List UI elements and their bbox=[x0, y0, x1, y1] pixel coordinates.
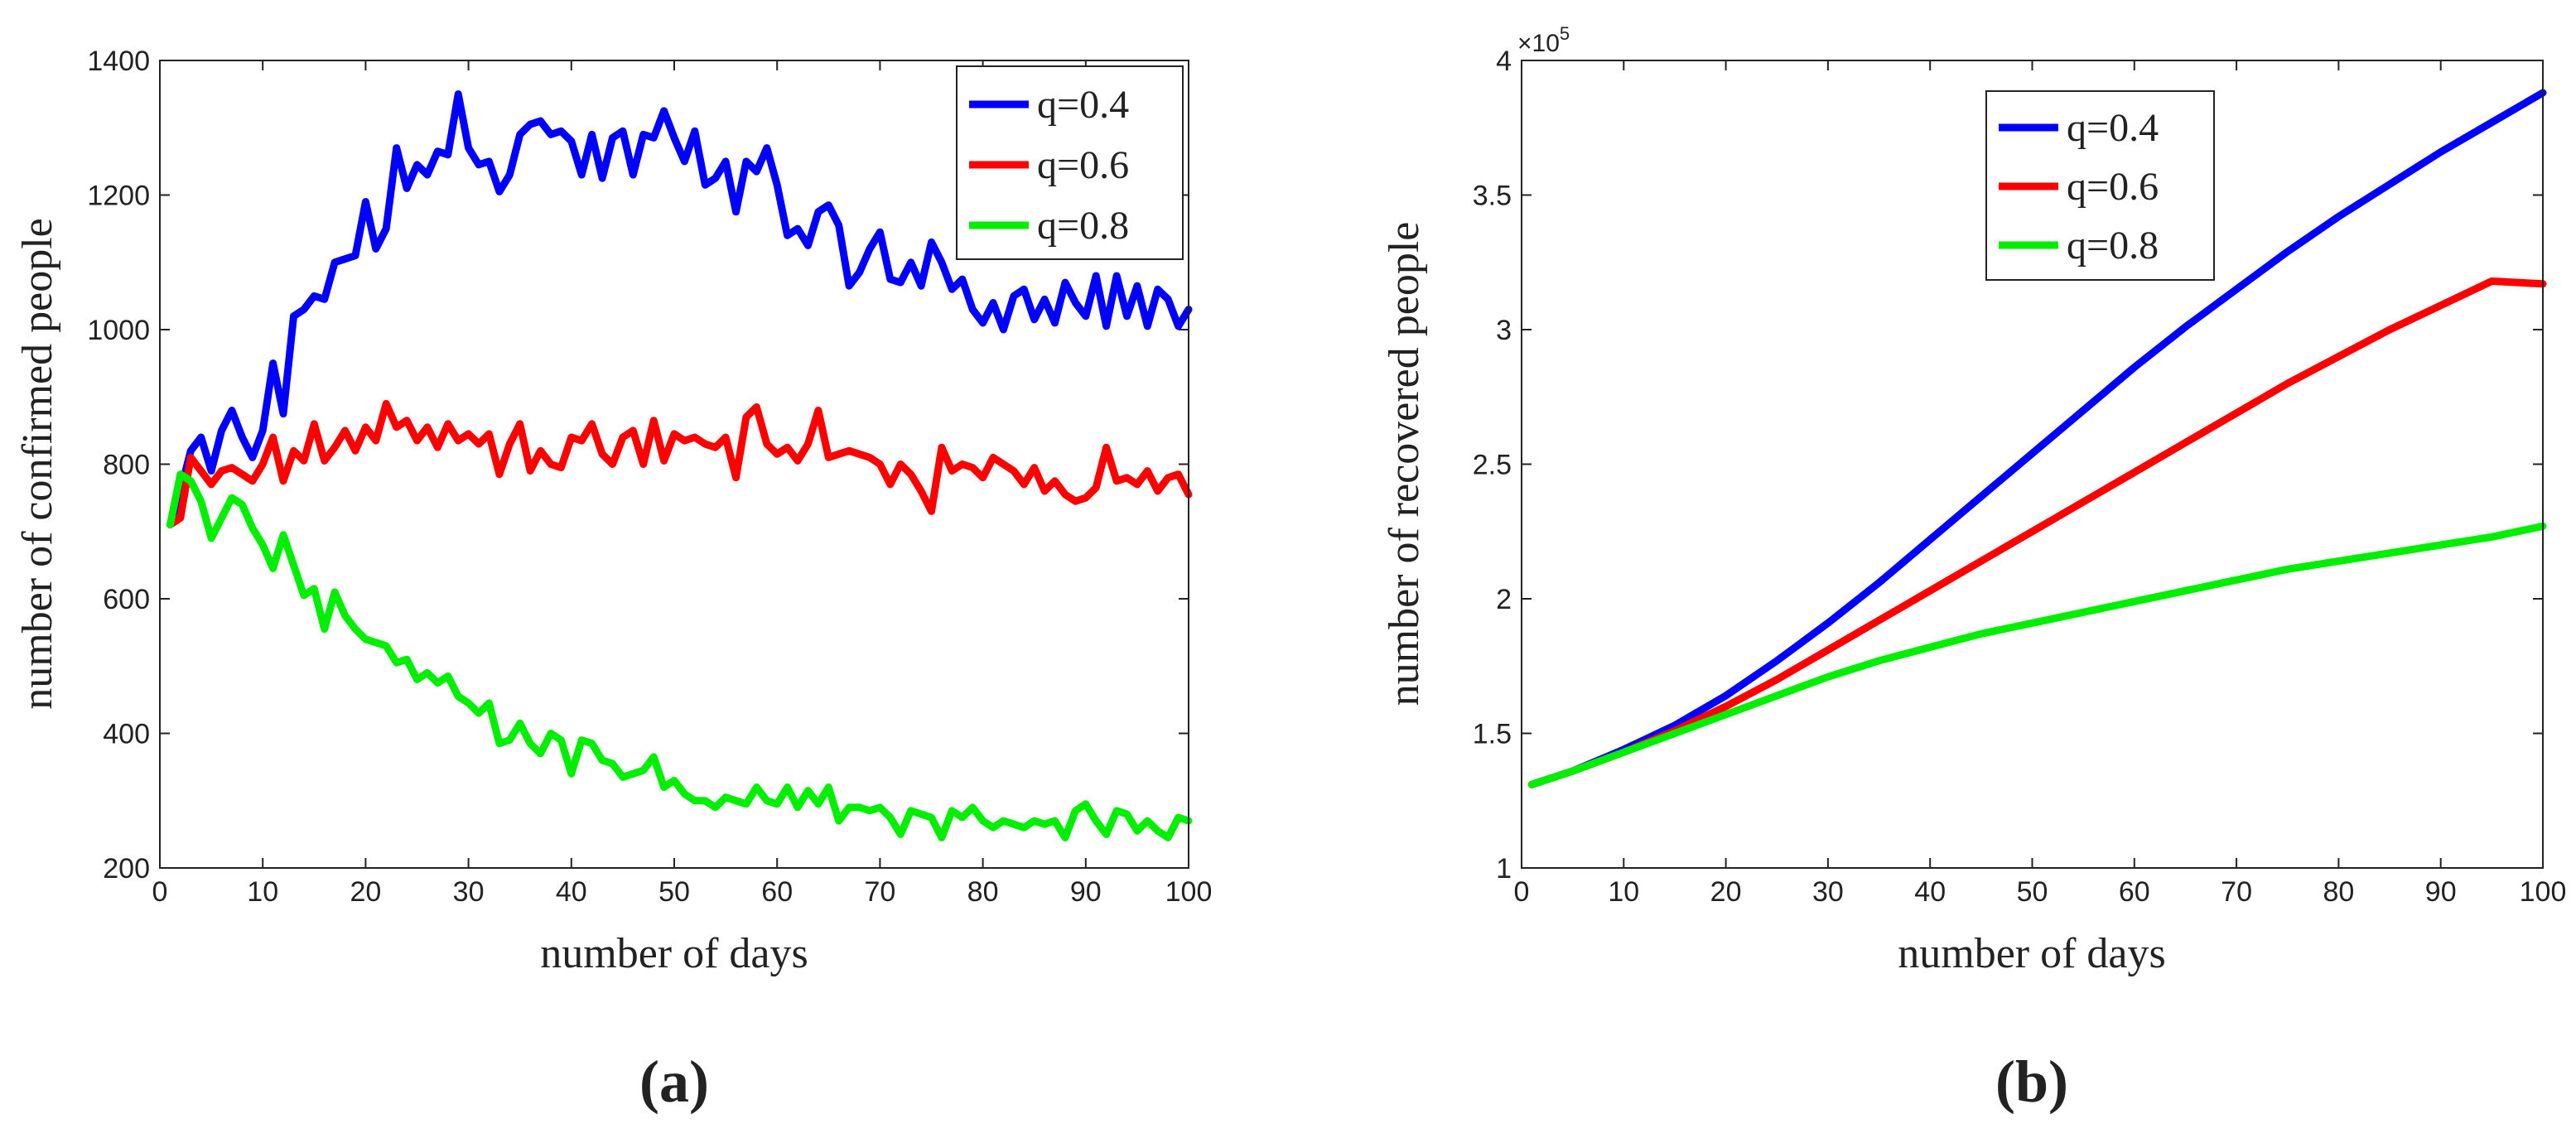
chart-b-ylabel: number of recovered people bbox=[1381, 222, 1428, 706]
chart-a-xtick-label: 70 bbox=[864, 876, 895, 908]
chart-a-legend: q=0.4 q=0.6 q=0.8 bbox=[956, 65, 1184, 260]
chart-b-xlabel: number of days bbox=[1898, 930, 2165, 977]
chart-a-xtick-label: 30 bbox=[453, 876, 485, 908]
chart-a-xtick-label: 40 bbox=[556, 876, 587, 908]
chart-a-panel-label: (a) bbox=[639, 1048, 709, 1115]
chart-a-ytick-label: 1200 bbox=[87, 181, 150, 212]
chart-a-ytick-label: 400 bbox=[103, 719, 150, 750]
chart-a-ytick-label: 600 bbox=[103, 584, 150, 615]
chart-b-series-q04 bbox=[1527, 89, 2547, 788]
chart-a-xtick-label: 80 bbox=[967, 876, 999, 908]
chart-a-xlabel: number of days bbox=[540, 930, 808, 977]
chart-b-xtick-label: 0 bbox=[1514, 876, 1530, 908]
chart-a-xtick-label: 50 bbox=[658, 876, 690, 908]
chart-b-series bbox=[1527, 89, 2547, 788]
chart-a-xtick-label: 0 bbox=[152, 876, 168, 908]
chart-b-xtick-label: 50 bbox=[2017, 876, 2048, 908]
chart-a-ytick-label: 1400 bbox=[87, 46, 150, 77]
chart-a-legend-q06: q=0.6 bbox=[1037, 143, 1129, 187]
chart-b-xtick-label: 30 bbox=[1812, 876, 1844, 908]
chart-b-series-q08 bbox=[1527, 522, 2547, 788]
chart-a-series-q08 bbox=[166, 470, 1193, 841]
chart-a: 0 10 20 30 40 50 60 70 80 90 100 200 400 600 800 1000 12… bbox=[14, 46, 1212, 1115]
chart-b-multiplier: ×105 bbox=[1517, 23, 1570, 57]
chart-b-ytick-label: 1.5 bbox=[1473, 719, 1512, 750]
chart-b: 0 10 20 30 40 50 60 70 80 90 100 1 1.5 2 2.5 3 3.5 4 ×105… bbox=[1381, 23, 2566, 1115]
chart-a-axes-box bbox=[159, 60, 1189, 869]
chart-a-legend-q08: q=0.8 bbox=[1037, 204, 1129, 248]
chart-b-axes-box bbox=[1521, 60, 2544, 869]
chart-a-series-q04 bbox=[166, 90, 1193, 529]
chart-a-xtick-label: 20 bbox=[350, 876, 381, 908]
chart-a-xtick-label: 10 bbox=[247, 876, 278, 908]
chart-a-ylabel: number of confirmed people bbox=[14, 218, 61, 709]
chart-a-series-q06 bbox=[166, 399, 1193, 529]
chart-a-xtick-label: 60 bbox=[761, 876, 793, 908]
chart-b-xtick-label: 60 bbox=[2119, 876, 2150, 908]
chart-a-xtick-label: 100 bbox=[1165, 876, 1213, 908]
chart-b-ytick-label: 2.5 bbox=[1473, 450, 1512, 481]
chart-a-tick-labels: 0 10 20 30 40 50 60 70 80 90 100 200 400 600 800 1000 12… bbox=[87, 46, 1212, 908]
chart-a-series bbox=[166, 90, 1193, 841]
chart-b-ytick-label: 4 bbox=[1496, 46, 1512, 77]
chart-a-ytick-label: 1000 bbox=[87, 315, 150, 346]
chart-b-xtick-label: 80 bbox=[2323, 876, 2354, 908]
chart-b-legend-q06: q=0.6 bbox=[2067, 165, 2159, 209]
chart-b-ytick-label: 3 bbox=[1496, 315, 1512, 346]
chart-b-legend-q08: q=0.8 bbox=[2067, 224, 2159, 268]
chart-b-ytick-label: 3.5 bbox=[1473, 181, 1512, 212]
chart-b-legend: q=0.4 q=0.6 q=0.8 bbox=[1985, 90, 2215, 281]
chart-b-legend-q04: q=0.4 bbox=[2067, 106, 2159, 150]
chart-b-ytick-label: 1 bbox=[1496, 853, 1512, 885]
chart-b-xtick-label: 20 bbox=[1710, 876, 1742, 908]
chart-b-ytick-label: 2 bbox=[1496, 584, 1512, 615]
chart-b-xtick-label: 40 bbox=[1914, 876, 1946, 908]
chart-b-tick-labels: 0 10 20 30 40 50 60 70 80 90 100 1 1.5 2 2.5 3 3.5 4 bbox=[1473, 46, 2567, 908]
chart-b-xtick-label: 70 bbox=[2221, 876, 2252, 908]
chart-a-ytick-label: 800 bbox=[103, 450, 150, 481]
chart-b-panel-label: (b) bbox=[1995, 1048, 2068, 1115]
chart-b-xtick-label: 100 bbox=[2520, 876, 2567, 908]
chart-a-legend-q04: q=0.4 bbox=[1037, 83, 1129, 127]
chart-b-xtick-label: 10 bbox=[1608, 876, 1639, 908]
chart-a-xtick-label: 90 bbox=[1070, 876, 1102, 908]
chart-a-ytick-label: 200 bbox=[103, 853, 150, 885]
chart-b-series-q06 bbox=[1527, 277, 2547, 788]
chart-b-xtick-label: 90 bbox=[2425, 876, 2457, 908]
